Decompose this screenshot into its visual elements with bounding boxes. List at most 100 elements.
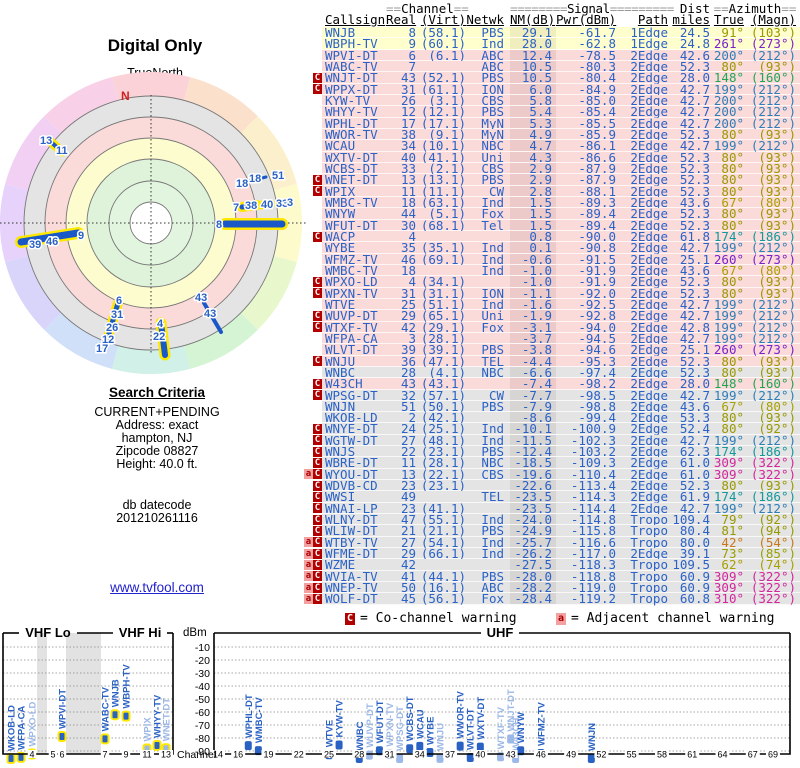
real-channel-cell: 46 bbox=[400, 251, 416, 267]
radar-channel-label: 39 bbox=[29, 239, 41, 251]
magnetic-azimuth-cell: (186°) bbox=[750, 489, 796, 505]
callsign-cell: WPXO-LD bbox=[325, 274, 378, 290]
station-bar bbox=[416, 741, 424, 751]
radar-channel-label: 7 bbox=[233, 202, 239, 214]
station-bar bbox=[254, 746, 262, 756]
co-channel-warning-icon: C bbox=[313, 480, 322, 491]
real-channel-cell: 7 bbox=[408, 58, 416, 74]
real-channel-cell: 11 bbox=[400, 455, 416, 471]
magnetic-azimuth-cell: (103°) bbox=[750, 25, 796, 40]
table-row: WPVI-DT 6 (6.1) ABC 12.4 -78.5 2Edge 42.6 200° (2… bbox=[302, 47, 800, 63]
distance-cell: 61.0 bbox=[679, 466, 710, 482]
magnetic-azimuth-cell: (93°) bbox=[758, 172, 796, 188]
station-label: WMBC-TV bbox=[254, 697, 265, 744]
warning-markers: C bbox=[302, 457, 322, 469]
x-tick-label: 9 bbox=[123, 750, 128, 760]
station-label: WNBC bbox=[355, 721, 366, 751]
true-azimuth-cell: 200° bbox=[713, 115, 744, 131]
magnetic-azimuth-cell: (93°) bbox=[758, 183, 796, 199]
true-azimuth-cell: 80° bbox=[721, 183, 744, 199]
magnetic-azimuth-cell: (212°) bbox=[750, 138, 796, 154]
table-row: C WPPX-DT 31 (61.1) ION 6.0 -84.9 2Edge 42.7 199°… bbox=[302, 81, 800, 97]
table-row: WMBC-TV 18 Ind -1.0 -91.9 2Edge 43.6 67° (80°) bbox=[302, 264, 800, 277]
power-cell: -88.1 bbox=[578, 183, 616, 199]
power-cell: -89.4 bbox=[578, 217, 616, 233]
virtual-channel-cell: (39.1) bbox=[420, 342, 466, 358]
station-bar bbox=[100, 733, 110, 745]
noise-margin-cell: 12.4 bbox=[510, 49, 556, 62]
distance-cell: 52.3 bbox=[679, 478, 710, 494]
tvfool-link[interactable]: www.tvfool.com bbox=[110, 580, 204, 595]
power-cell: -62.8 bbox=[578, 36, 616, 52]
noise-margin-cell: -23.5 bbox=[510, 490, 556, 503]
noise-margin-cell: -3.1 bbox=[510, 321, 556, 333]
virtual-channel-cell: (66.1) bbox=[420, 546, 466, 562]
warning-markers bbox=[302, 140, 322, 151]
virtual-channel-cell: (68.1) bbox=[420, 217, 466, 233]
adjacent-channel-warning-icon: a bbox=[304, 594, 313, 605]
true-azimuth-cell: 80° bbox=[721, 274, 744, 290]
magnetic-azimuth-cell: (212°) bbox=[750, 47, 796, 63]
callsign-cell: WDVB-CD bbox=[325, 478, 378, 494]
co-channel-warning-icon: C bbox=[313, 571, 322, 582]
power-cell: -109.3 bbox=[570, 455, 616, 471]
warning-markers: C bbox=[302, 446, 322, 457]
x-tick-label: 25 bbox=[324, 750, 334, 760]
virtual-channel-cell: (34.1) bbox=[420, 274, 466, 290]
real-channel-cell: 4 bbox=[408, 274, 416, 290]
noise-margin-cell: -24.9 bbox=[510, 524, 556, 537]
real-channel-cell: 38 bbox=[400, 126, 416, 142]
station-bar bbox=[426, 748, 434, 758]
path-cell: 2Edge bbox=[630, 274, 668, 290]
tick-bg bbox=[412, 750, 427, 758]
table-row: C WDVB-CD 23 (23.1) -22.6 -113.4 2Edge 52.3 80° (… bbox=[302, 478, 800, 494]
warning-markers bbox=[302, 118, 322, 129]
distance-cell: 42.7 bbox=[679, 81, 710, 97]
callsign-cell: WVIA-TV bbox=[325, 568, 378, 584]
noise-margin-cell: -23.5 bbox=[510, 502, 556, 515]
tick-bg bbox=[211, 750, 225, 758]
station-label: WNJT-DT bbox=[506, 689, 517, 731]
co-channel-warning-icon: C bbox=[313, 594, 322, 605]
virtual-channel-cell: (69.1) bbox=[420, 251, 466, 267]
station-label: WFMZ-TV bbox=[536, 701, 547, 745]
power-cell: -80.3 bbox=[578, 58, 616, 74]
noise-margin-cell: 6.0 bbox=[510, 83, 556, 96]
path-cell: Tropo bbox=[630, 591, 668, 607]
distance-cell: 42.7 bbox=[679, 115, 710, 131]
table-row: a C WVIA-TV 41 (44.1) PBS -28.0 -118.8 Tropo 60.9… bbox=[302, 568, 800, 584]
path-cell: 2Edge bbox=[630, 285, 668, 301]
col-header-pwr: Pwr(dBm) bbox=[556, 12, 617, 27]
path-cell: 1Edge bbox=[630, 36, 668, 52]
real-channel-cell: 49 bbox=[400, 489, 416, 505]
tick-bg bbox=[352, 750, 367, 758]
path-cell: 2Edge bbox=[630, 149, 668, 165]
channel-group-header: ==Channel== bbox=[386, 1, 469, 16]
tick-bg bbox=[48, 750, 58, 758]
table-row: a C WOLF-DT 45 (56.1) Fox -28.4 -119.2 Tropo 60.8… bbox=[302, 591, 800, 607]
station-bar bbox=[456, 741, 464, 751]
noise-margin-cell: -12.4 bbox=[510, 445, 556, 458]
col-header-virt: (Virt) bbox=[420, 12, 466, 27]
true-azimuth-cell: 80° bbox=[721, 421, 744, 437]
magnetic-azimuth-cell: (160°) bbox=[750, 70, 796, 86]
x-tick-label: 22 bbox=[294, 750, 304, 760]
true-azimuth-cell: 148° bbox=[713, 376, 744, 392]
tick-bg bbox=[100, 750, 110, 758]
noise-margin-cell: -3.7 bbox=[510, 332, 556, 345]
callsign-cell: WCBS-DT bbox=[325, 160, 378, 176]
distance-cell: 52.3 bbox=[679, 274, 710, 290]
station-label: WPVI-DT bbox=[58, 689, 69, 729]
radar-channel-label: 46 bbox=[46, 236, 58, 248]
search-criteria-heading: Search Criteria bbox=[108, 385, 206, 400]
network-cell: TEL bbox=[481, 353, 504, 369]
x-tick-label: 5 bbox=[50, 750, 55, 760]
path-cell: 2Edge bbox=[630, 104, 668, 120]
col-header-real: Real bbox=[386, 12, 417, 27]
power-cell: -114.8 bbox=[570, 512, 616, 528]
callsign-cell: WNAI-LP bbox=[325, 500, 378, 516]
callsign-cell: WWOR-TV bbox=[325, 126, 378, 142]
station-bar bbox=[335, 740, 343, 750]
callsign-cell: WTVE bbox=[325, 296, 356, 312]
